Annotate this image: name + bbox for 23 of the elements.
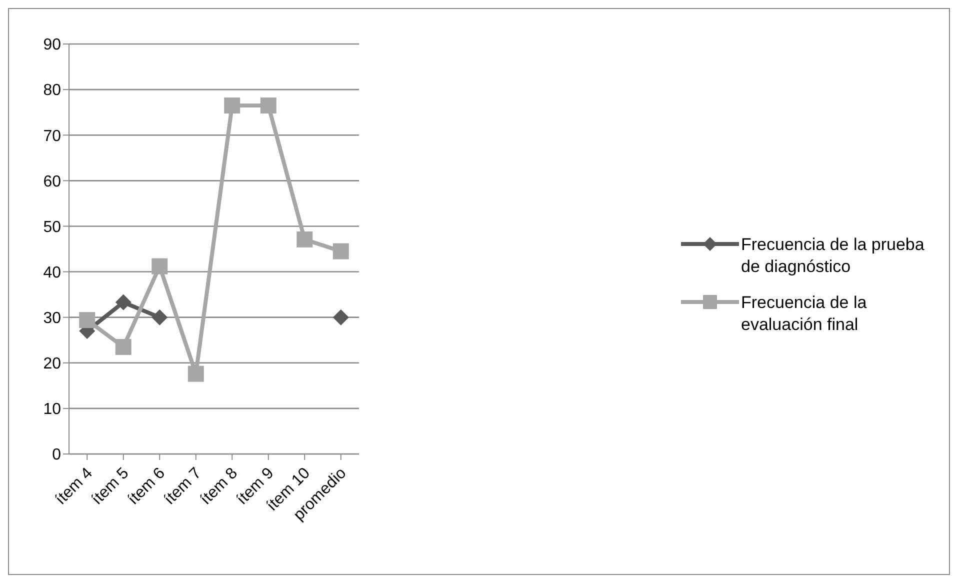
legend-label: Frecuencia de la evaluación final — [741, 292, 868, 336]
y-tick-label: 90 — [43, 36, 62, 54]
point — [79, 312, 96, 328]
y-tick-label: 50 — [43, 218, 62, 236]
point — [260, 98, 276, 114]
point — [152, 309, 168, 326]
y-tick-label: 30 — [43, 310, 62, 328]
point — [115, 338, 132, 355]
y-tick-label: 10 — [43, 401, 62, 418]
y-tick-label: 0 — [52, 446, 62, 464]
point — [152, 258, 168, 274]
point — [296, 231, 313, 248]
legend-label: Frecuencia de la prueba de diagnóstico — [741, 234, 926, 278]
y-tick-label: 70 — [43, 128, 62, 145]
point — [224, 98, 240, 114]
point — [188, 366, 204, 382]
point — [332, 243, 349, 260]
y-tick-label: 80 — [43, 82, 62, 100]
point — [332, 309, 349, 326]
y-tick-label: 20 — [43, 356, 62, 373]
point — [115, 294, 132, 310]
y-tick-label: 40 — [43, 264, 62, 282]
y-tick-label: 60 — [43, 173, 62, 190]
